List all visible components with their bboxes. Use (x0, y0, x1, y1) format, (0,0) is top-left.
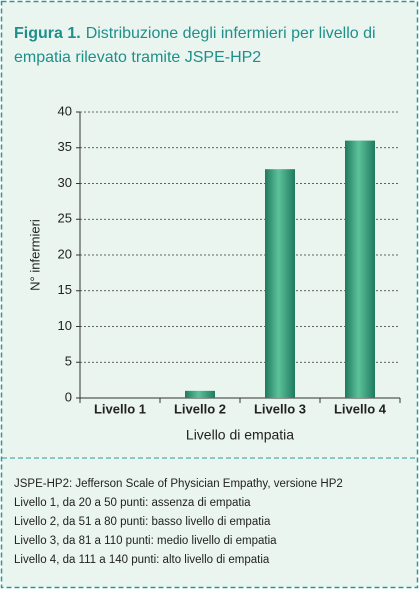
x-axis-label: Livello di empatia (186, 427, 294, 443)
figure-label: Figura 1. (14, 25, 81, 42)
note: Livello 3, da 81 a 110 punti: medio live… (14, 535, 277, 547)
y-axis-label: N° infermieri (27, 219, 42, 291)
chart-title: Distribuzione degli infermieri per livel… (14, 25, 376, 66)
note: Livello 4, da 111 a 140 punti: alto live… (14, 554, 270, 566)
x-tick-label: Livello 1 (94, 401, 146, 416)
x-tick-label: Livello 3 (254, 401, 306, 416)
title-line: empatia rilevato tramite JSPE-HP2 (14, 49, 261, 66)
note: Livello 1, da 20 a 50 punti: assenza di … (14, 497, 251, 509)
bar (185, 390, 215, 398)
title-line: Distribuzione degli infermieri per livel… (86, 25, 376, 42)
y-tick-label: 25 (58, 211, 72, 226)
y-tick-label: 20 (58, 246, 72, 261)
note: Livello 2, da 51 a 80 punti: basso livel… (14, 516, 271, 528)
bar (345, 140, 375, 398)
y-tick-label: 35 (58, 139, 72, 154)
y-tick-label: 10 (58, 318, 72, 333)
x-tick-label: Livello 4 (334, 401, 387, 416)
y-tick-label: 15 (58, 282, 72, 297)
bar (265, 169, 295, 398)
note: JSPE-HP2: Jefferson Scale of Physician E… (14, 478, 343, 490)
y-tick-label: 30 (58, 175, 72, 190)
y-tick-label: 5 (65, 354, 72, 369)
x-tick-label: Livello 2 (174, 401, 226, 416)
y-tick-label: 0 (65, 389, 72, 404)
y-tick-label: 40 (58, 103, 72, 118)
